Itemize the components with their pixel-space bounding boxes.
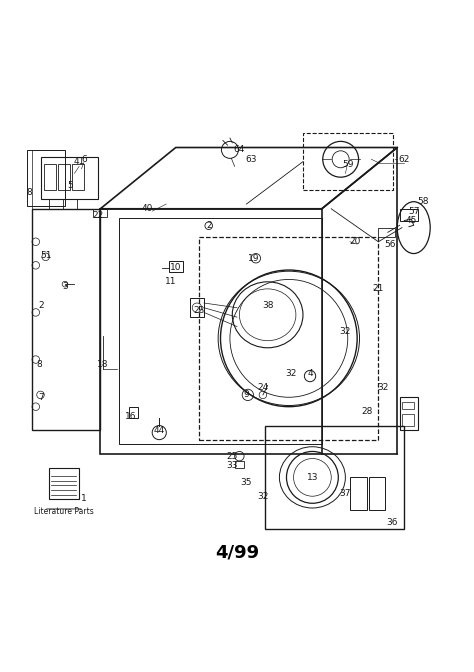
Text: 1: 1 (81, 494, 87, 503)
Bar (199, 237, 378, 439)
Text: 24: 24 (257, 383, 269, 392)
Bar (44, 164, 55, 190)
Text: 4: 4 (307, 369, 313, 378)
Text: 56: 56 (384, 240, 396, 249)
Text: 32: 32 (285, 369, 297, 378)
Bar (378, 228, 395, 237)
Bar (27, 150, 65, 206)
Text: 20: 20 (349, 237, 361, 246)
Text: 5: 5 (67, 181, 73, 190)
Bar (303, 133, 392, 190)
Text: 2: 2 (38, 301, 44, 310)
Bar (400, 209, 419, 220)
Text: 36: 36 (387, 517, 398, 527)
Bar (32, 209, 100, 430)
Text: 16: 16 (125, 412, 137, 421)
Text: 32: 32 (340, 327, 351, 336)
Bar (190, 298, 204, 317)
Text: 51: 51 (40, 251, 52, 260)
Text: 11: 11 (165, 278, 177, 286)
Text: 13: 13 (307, 473, 318, 482)
Text: 44: 44 (154, 426, 165, 435)
Text: Literature Parts: Literature Parts (34, 507, 94, 515)
Bar (350, 477, 366, 510)
Text: 19: 19 (248, 254, 259, 263)
Text: 62: 62 (399, 155, 410, 164)
Text: 63: 63 (246, 155, 257, 164)
Text: 21: 21 (373, 284, 384, 294)
Bar (400, 397, 419, 430)
Bar (58, 164, 70, 190)
Text: 38: 38 (262, 301, 273, 310)
Text: 57: 57 (408, 206, 419, 216)
Text: 32: 32 (257, 492, 269, 501)
Text: 23: 23 (193, 306, 205, 314)
Bar (93, 209, 108, 217)
Bar (119, 218, 322, 444)
Text: 25: 25 (227, 452, 238, 461)
Bar (100, 209, 322, 454)
Text: 9: 9 (244, 390, 249, 399)
Bar (369, 477, 385, 510)
Text: 8: 8 (27, 187, 33, 197)
Text: 7: 7 (38, 392, 44, 402)
Bar (235, 461, 244, 468)
Text: 33: 33 (227, 461, 238, 470)
Bar (41, 157, 98, 200)
Bar (265, 425, 404, 530)
Text: 32: 32 (377, 383, 389, 392)
Bar (128, 407, 138, 419)
Text: 35: 35 (241, 478, 252, 487)
Text: 41: 41 (73, 157, 85, 166)
Text: 18: 18 (97, 360, 109, 369)
Text: 10: 10 (170, 263, 182, 272)
Text: 3: 3 (62, 282, 68, 291)
Bar (72, 164, 84, 190)
Bar (402, 402, 414, 409)
Text: 4/99: 4/99 (215, 544, 259, 562)
Text: 58: 58 (418, 197, 429, 206)
Text: 28: 28 (361, 407, 372, 416)
Text: 6: 6 (81, 155, 87, 164)
Text: 8: 8 (36, 360, 42, 369)
Text: 64: 64 (234, 145, 245, 155)
Bar (402, 414, 414, 425)
Bar (169, 261, 183, 272)
Text: 37: 37 (340, 489, 351, 499)
Text: 2: 2 (206, 221, 211, 230)
Text: 22: 22 (92, 211, 104, 220)
Text: 45: 45 (406, 216, 417, 225)
Text: 40: 40 (142, 204, 153, 213)
Bar (48, 468, 79, 499)
Text: 59: 59 (342, 159, 354, 169)
